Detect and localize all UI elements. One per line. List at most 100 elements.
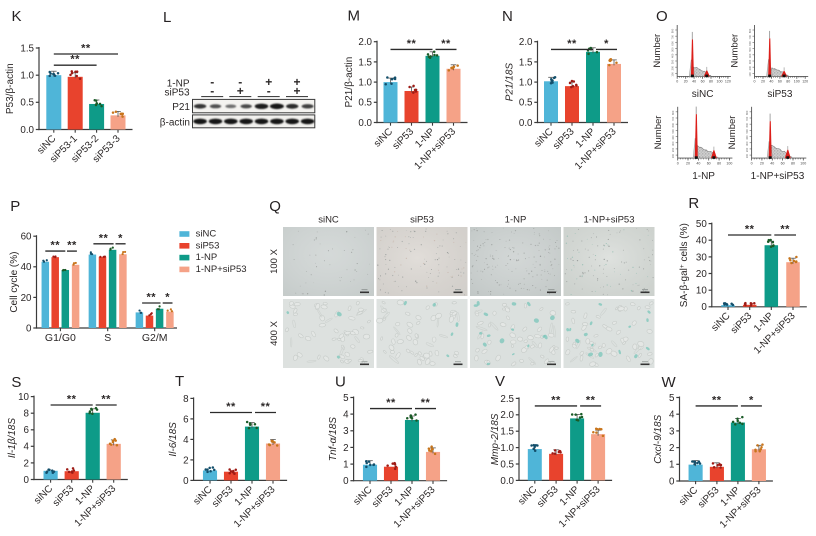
svg-text:1: 1 — [343, 460, 348, 471]
svg-text:800: 800 — [745, 110, 749, 115]
svg-text:1-NP+siP53: 1-NP+siP53 — [751, 171, 805, 182]
svg-text:0.5: 0.5 — [519, 98, 533, 109]
svg-text:30: 30 — [696, 252, 707, 263]
svg-text:600: 600 — [671, 41, 675, 46]
svg-text:Cxcl-9/18S: Cxcl-9/18S — [653, 414, 664, 463]
svg-text:Cell cycle (%): Cell cycle (%) — [9, 252, 20, 313]
svg-text:400: 400 — [748, 53, 752, 58]
svg-text:500: 500 — [745, 129, 749, 134]
svg-text:SA-β-gal+ cells (%): SA-β-gal+ cells (%) — [679, 223, 691, 307]
svg-text:1.0: 1.0 — [500, 443, 514, 454]
svg-text:300: 300 — [671, 141, 675, 146]
svg-text:**: ** — [67, 240, 77, 252]
svg-text:0: 0 — [677, 161, 679, 165]
svg-text:Il-6/18S: Il-6/18S — [168, 422, 179, 457]
svg-text:**: ** — [421, 397, 431, 409]
svg-text:3: 3 — [343, 426, 349, 437]
svg-text:Number: Number — [653, 116, 664, 150]
svg-text:1-NP: 1-NP — [505, 215, 527, 226]
svg-text:1.5: 1.5 — [500, 427, 514, 438]
svg-text:0.0: 0.0 — [358, 118, 372, 129]
svg-text:0.0: 0.0 — [20, 125, 34, 136]
svg-text:Number: Number — [652, 34, 663, 68]
svg-text:0.0: 0.0 — [519, 118, 533, 129]
svg-text:Number: Number — [727, 116, 738, 150]
svg-text:40: 40 — [692, 80, 696, 84]
svg-text:10: 10 — [696, 286, 707, 297]
svg-text:20: 20 — [760, 161, 764, 165]
svg-text:1-NP: 1-NP — [196, 252, 218, 263]
svg-text:2.5: 2.5 — [500, 394, 514, 405]
svg-text:50: 50 — [696, 219, 707, 230]
svg-text:100: 100 — [726, 161, 732, 165]
svg-text:**: ** — [226, 401, 236, 413]
svg-text:400: 400 — [671, 53, 675, 58]
svg-text:N: N — [502, 8, 513, 25]
svg-text:1-NP+siP53: 1-NP+siP53 — [584, 215, 635, 226]
svg-text:**: ** — [712, 394, 722, 406]
svg-text:-: - — [210, 75, 214, 89]
svg-text:Tnf-α/18S: Tnf-α/18S — [328, 417, 339, 461]
svg-text:siNC: siNC — [692, 89, 714, 100]
svg-text:5: 5 — [669, 393, 675, 404]
svg-text:4: 4 — [343, 410, 349, 421]
svg-text:*: * — [118, 232, 123, 244]
svg-text:Number: Number — [729, 34, 740, 68]
svg-text:700: 700 — [745, 116, 749, 121]
svg-text:0: 0 — [24, 475, 30, 486]
svg-text:0.5: 0.5 — [358, 98, 372, 109]
svg-text:β-actin: β-actin — [160, 118, 190, 129]
svg-text:V: V — [495, 373, 505, 390]
svg-text:P21/β-actin: P21/β-actin — [344, 57, 355, 108]
svg-text:G1/G0: G1/G0 — [45, 332, 76, 344]
svg-text:40: 40 — [769, 80, 773, 84]
svg-text:4: 4 — [24, 442, 30, 453]
svg-text:120: 120 — [802, 80, 808, 84]
svg-text:800: 800 — [748, 28, 752, 33]
svg-text:4: 4 — [669, 410, 675, 421]
svg-text:4: 4 — [183, 435, 189, 446]
svg-text:**: ** — [99, 232, 109, 244]
svg-text:W: W — [662, 374, 677, 391]
svg-text:siP53: siP53 — [767, 89, 792, 100]
svg-text:**: ** — [386, 397, 396, 409]
svg-text:1.5: 1.5 — [519, 57, 533, 68]
svg-text:2: 2 — [343, 443, 348, 454]
svg-text:3: 3 — [669, 426, 675, 437]
svg-text:**: ** — [551, 394, 561, 406]
svg-text:60: 60 — [701, 80, 705, 84]
svg-text:P53/β-actin: P53/β-actin — [5, 63, 16, 114]
svg-text:400: 400 — [745, 135, 749, 140]
svg-text:P21/18S: P21/18S — [505, 63, 516, 102]
svg-text:100: 100 — [745, 153, 749, 158]
svg-text:200: 200 — [671, 65, 675, 70]
svg-text:700: 700 — [748, 34, 752, 39]
svg-text:S: S — [104, 332, 111, 344]
svg-text:0: 0 — [751, 161, 753, 165]
svg-text:1-NP+siP53: 1-NP+siP53 — [196, 264, 247, 275]
svg-text:60: 60 — [707, 161, 711, 165]
svg-text:1.5: 1.5 — [20, 43, 34, 54]
svg-text:siP53: siP53 — [410, 215, 434, 226]
svg-text:Q: Q — [269, 198, 281, 215]
svg-text:60: 60 — [778, 80, 782, 84]
svg-text:500: 500 — [748, 47, 752, 52]
svg-text:S: S — [11, 374, 21, 391]
svg-text:600: 600 — [748, 41, 752, 46]
svg-text:2: 2 — [183, 455, 188, 466]
svg-text:siNC: siNC — [196, 229, 217, 240]
svg-text:2: 2 — [669, 443, 674, 454]
svg-text:0: 0 — [676, 80, 678, 84]
svg-text:100: 100 — [800, 161, 806, 165]
svg-text:**: ** — [780, 224, 790, 236]
svg-text:6: 6 — [183, 414, 189, 425]
svg-text:R: R — [688, 195, 699, 212]
svg-text:300: 300 — [748, 59, 752, 64]
svg-text:**: ** — [441, 38, 451, 50]
svg-text:100: 100 — [748, 72, 752, 77]
svg-text:Mmp-2/18S: Mmp-2/18S — [490, 413, 501, 465]
svg-text:100: 100 — [794, 80, 800, 84]
svg-text:500: 500 — [671, 129, 675, 134]
svg-text:+: + — [293, 84, 300, 98]
svg-text:siP53: siP53 — [164, 88, 189, 99]
